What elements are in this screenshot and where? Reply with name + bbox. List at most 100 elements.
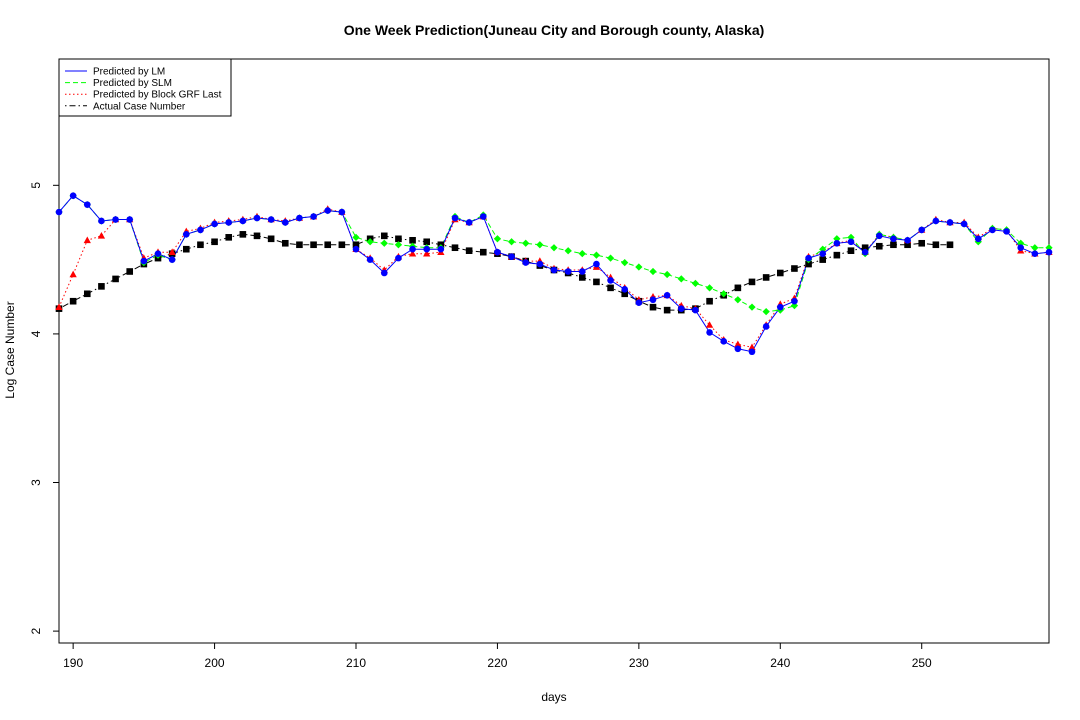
data-point — [324, 241, 332, 249]
data-point — [395, 235, 402, 243]
data-point — [225, 219, 233, 226]
data-point — [904, 241, 911, 249]
data-point — [423, 249, 431, 257]
data-point — [607, 284, 614, 292]
legend-box — [58, 58, 232, 117]
data-point — [423, 245, 431, 253]
data-point — [522, 239, 530, 247]
data-point — [352, 233, 360, 241]
data-point — [140, 257, 148, 265]
data-point — [833, 251, 841, 259]
data-point — [705, 321, 714, 328]
data-point — [98, 217, 105, 225]
data-point — [97, 232, 106, 239]
x-tick-label: 240 — [770, 656, 790, 670]
data-point — [380, 269, 388, 277]
data-point — [805, 254, 812, 262]
data-point — [720, 290, 728, 298]
data-point — [621, 258, 629, 267]
data-point — [932, 241, 940, 249]
data-point — [536, 260, 544, 268]
data-point — [748, 348, 756, 356]
data-point — [522, 259, 530, 266]
data-point — [776, 303, 784, 311]
data-point — [578, 250, 586, 258]
data-point — [494, 248, 501, 256]
data-point — [932, 217, 940, 225]
x-tick-label: 220 — [487, 656, 507, 670]
data-point — [126, 268, 134, 275]
data-point — [875, 242, 883, 250]
y-tick-label: 2 — [29, 627, 43, 634]
data-point — [791, 265, 798, 272]
data-point — [267, 216, 275, 223]
y-tick-label: 4 — [29, 330, 43, 337]
data-point — [593, 260, 600, 268]
data-point — [126, 216, 134, 223]
data-point — [182, 231, 190, 238]
data-point — [748, 343, 756, 351]
data-point — [621, 286, 629, 293]
data-point — [904, 236, 911, 244]
x-tick-label: 250 — [912, 656, 932, 670]
data-point — [211, 238, 218, 246]
y-tick-label: 5 — [29, 182, 43, 189]
data-point — [211, 220, 218, 228]
data-point — [310, 213, 317, 220]
data-point — [748, 278, 756, 286]
data-point — [451, 244, 459, 252]
data-point — [762, 323, 770, 330]
data-point — [98, 283, 105, 290]
data-point — [819, 250, 827, 257]
data-point — [649, 267, 657, 276]
series-line — [58, 195, 1049, 313]
data-point — [296, 241, 303, 249]
data-point — [847, 238, 855, 246]
data-point — [451, 214, 459, 222]
series-line — [58, 208, 1050, 348]
data-point — [55, 303, 63, 310]
legend-label: Predicted by SLM — [93, 78, 172, 89]
series-markers — [55, 192, 1053, 356]
data-point — [182, 245, 190, 253]
data-point — [366, 256, 374, 263]
data-point — [324, 207, 332, 214]
data-point — [508, 253, 515, 260]
data-point — [168, 248, 176, 255]
data-point — [791, 297, 798, 305]
data-point — [1017, 244, 1025, 252]
series-line — [58, 233, 950, 311]
data-point — [493, 235, 502, 243]
data-point — [564, 247, 572, 255]
legend-label: Actual Case Number — [93, 101, 186, 112]
data-point — [253, 214, 261, 222]
data-point — [239, 231, 247, 238]
data-point — [833, 239, 841, 247]
data-point — [564, 268, 572, 275]
data-point — [69, 297, 77, 305]
data-point — [762, 307, 770, 316]
data-point — [663, 270, 671, 279]
data-point — [366, 238, 374, 246]
x-tick-label: 200 — [205, 656, 225, 670]
data-point — [479, 248, 487, 256]
data-point — [253, 232, 261, 240]
data-point — [395, 254, 402, 262]
data-point — [437, 245, 445, 253]
data-point — [550, 244, 558, 252]
series-line — [58, 195, 1050, 353]
data-point — [691, 279, 700, 288]
data-point — [578, 268, 586, 275]
data-point — [338, 208, 346, 216]
data-point — [677, 275, 685, 283]
data-point — [423, 238, 431, 246]
data-point — [762, 274, 770, 281]
legend-label: Predicted by LM — [93, 67, 165, 78]
data-point — [409, 236, 416, 244]
y-tick-label: 3 — [29, 479, 43, 486]
data-point — [918, 239, 926, 247]
data-point — [408, 249, 417, 257]
x-tick-label: 210 — [346, 656, 366, 670]
